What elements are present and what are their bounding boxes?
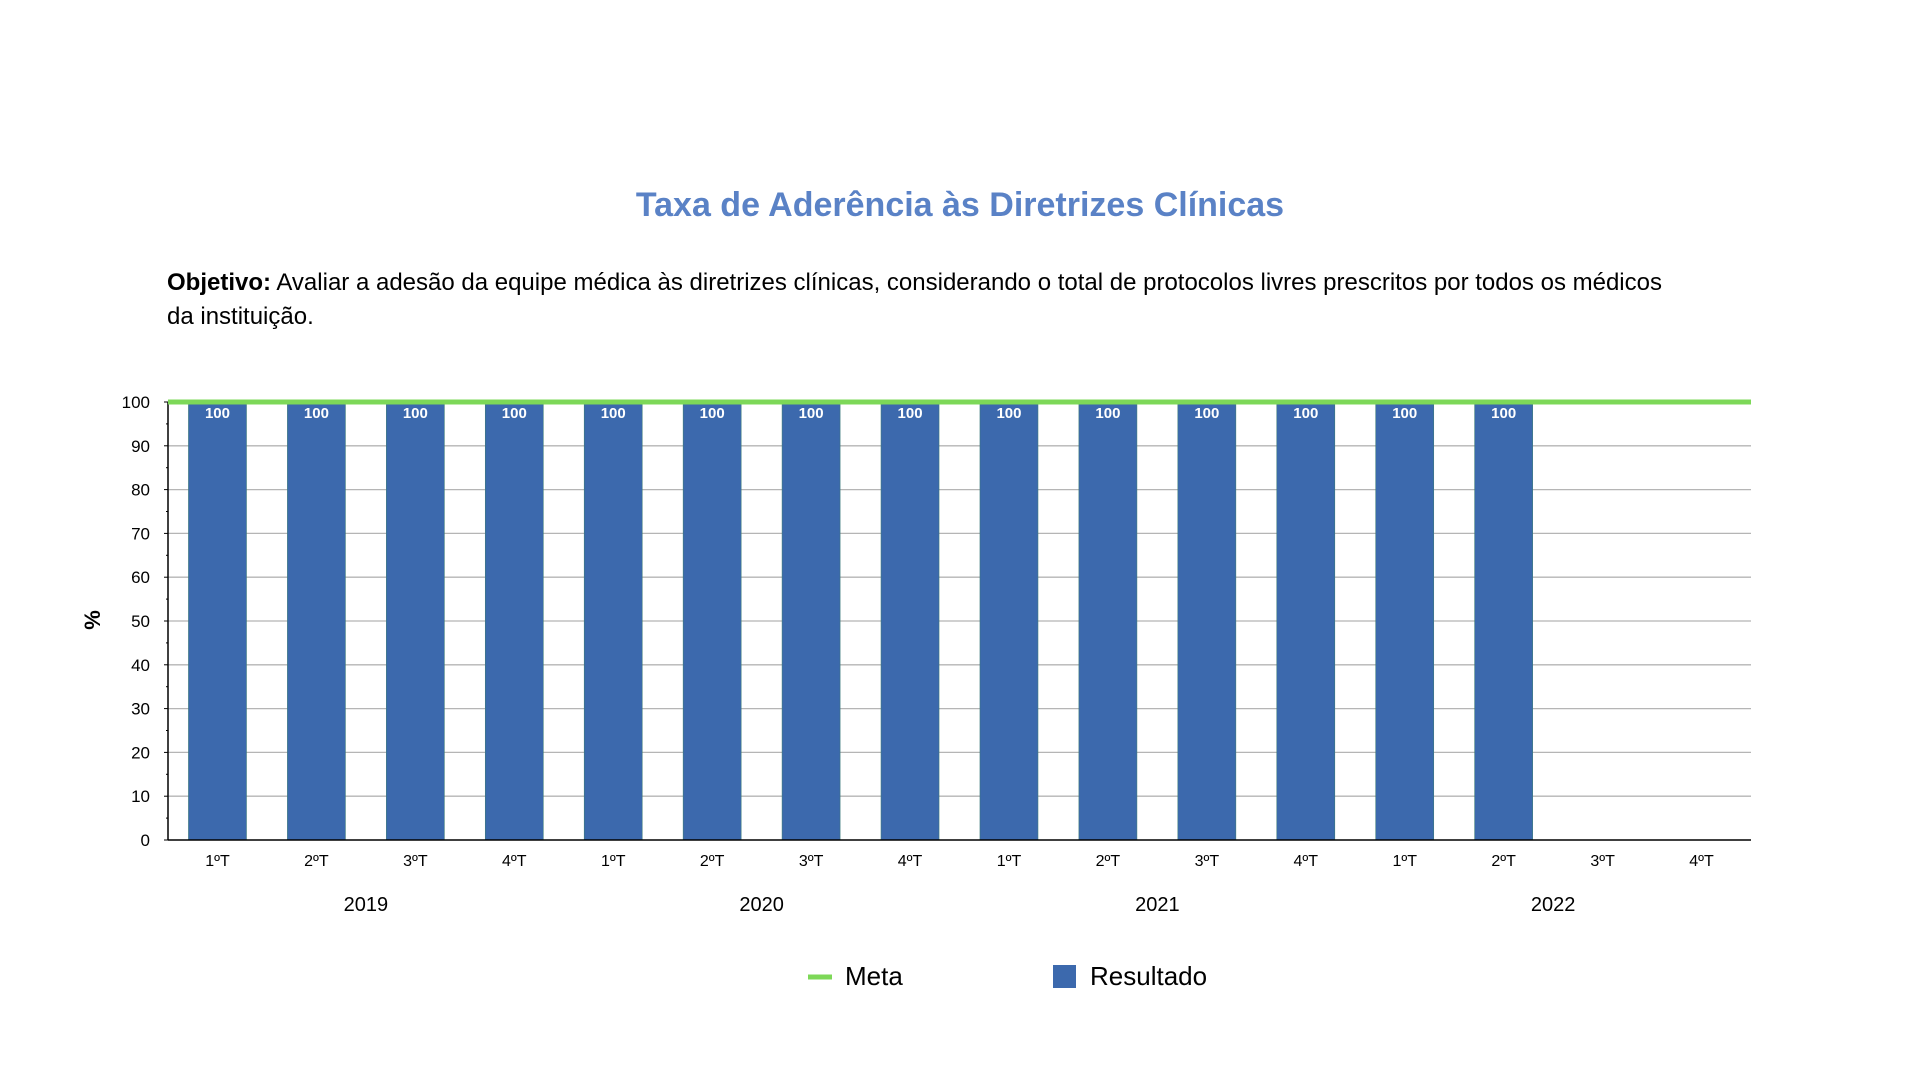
- data-label: 100: [1194, 405, 1219, 422]
- bar-resultado: [484, 401, 544, 841]
- x-tick-label: 4ºT: [1294, 853, 1319, 870]
- data-label: 100: [1491, 405, 1516, 422]
- data-label: 100: [1293, 405, 1318, 422]
- x-tick-label: 2ºT: [1491, 853, 1516, 870]
- data-label: 100: [1392, 405, 1417, 422]
- chart-title: Taxa de Aderência às Diretrizes Clínicas: [635, 186, 1285, 224]
- legend-meta-label: Meta: [845, 961, 903, 991]
- bar-resultado: [1177, 401, 1237, 841]
- bar-resultado: [979, 401, 1039, 841]
- bar-resultado: [1276, 401, 1336, 841]
- bar-resultado: [781, 401, 841, 841]
- x-group-label: 2022: [1531, 894, 1576, 916]
- y-tick-label: 90: [131, 437, 150, 456]
- x-tick-label: 2ºT: [1096, 853, 1121, 870]
- y-tick-label: 0: [141, 831, 150, 850]
- legend-resultado-label: Resultado: [1090, 961, 1207, 991]
- y-tick-label: 70: [131, 524, 150, 543]
- x-group-label: 2021: [1135, 894, 1180, 916]
- x-tick-label: 4ºT: [1689, 853, 1714, 870]
- x-group-label: 2019: [344, 894, 389, 916]
- x-tick-label: 1ºT: [1392, 853, 1417, 870]
- data-label: 100: [502, 405, 527, 422]
- y-tick-label: 10: [131, 787, 150, 806]
- x-tick-label: 4ºT: [898, 853, 923, 870]
- objective-text: Objetivo: Avaliar a adesão da equipe méd…: [167, 266, 1687, 334]
- x-tick-label: 1ºT: [601, 853, 626, 870]
- y-tick-label: 30: [131, 700, 150, 719]
- x-tick-label: 1ºT: [997, 853, 1022, 870]
- y-tick-label: 20: [131, 743, 150, 762]
- bar-resultado: [880, 401, 940, 841]
- bar-resultado: [287, 401, 346, 841]
- data-label: 100: [898, 405, 923, 422]
- data-label: 100: [403, 405, 428, 422]
- data-label: 100: [799, 405, 824, 422]
- data-label: 100: [304, 405, 329, 422]
- y-axis-label: %: [80, 610, 105, 630]
- data-label: 100: [1095, 405, 1120, 422]
- x-tick-label: 2ºT: [304, 853, 329, 870]
- bar-resultado: [386, 401, 445, 841]
- y-tick-label: 100: [122, 393, 150, 412]
- objective-label: Objetivo:: [167, 269, 272, 296]
- x-tick-label: 3ºT: [1590, 853, 1615, 870]
- bar-resultado: [583, 401, 643, 841]
- data-label: 100: [996, 405, 1021, 422]
- bar-resultado: [1078, 401, 1138, 841]
- x-tick-label: 4ºT: [502, 853, 527, 870]
- legend-resultado-icon: [1053, 965, 1076, 988]
- bar-resultado: [188, 401, 247, 841]
- bar-resultado: [682, 401, 742, 841]
- y-tick-label: 50: [131, 612, 150, 631]
- y-tick-label: 40: [131, 656, 150, 675]
- objective-body: Avaliar a adesão da equipe médica às dir…: [167, 269, 1662, 330]
- x-tick-label: 3ºT: [1195, 853, 1220, 870]
- data-label: 100: [205, 405, 230, 422]
- x-tick-label: 2ºT: [700, 853, 725, 870]
- bar-resultado: [1474, 401, 1533, 841]
- x-group-label: 2020: [739, 894, 784, 916]
- x-tick-label: 3ºT: [403, 853, 428, 870]
- data-label: 100: [700, 405, 725, 422]
- y-tick-label: 60: [131, 568, 150, 587]
- x-tick-label: 1ºT: [205, 853, 230, 870]
- y-tick-label: 80: [131, 481, 150, 500]
- data-label: 100: [601, 405, 626, 422]
- x-tick-label: 3ºT: [799, 853, 824, 870]
- bar-resultado: [1375, 401, 1435, 841]
